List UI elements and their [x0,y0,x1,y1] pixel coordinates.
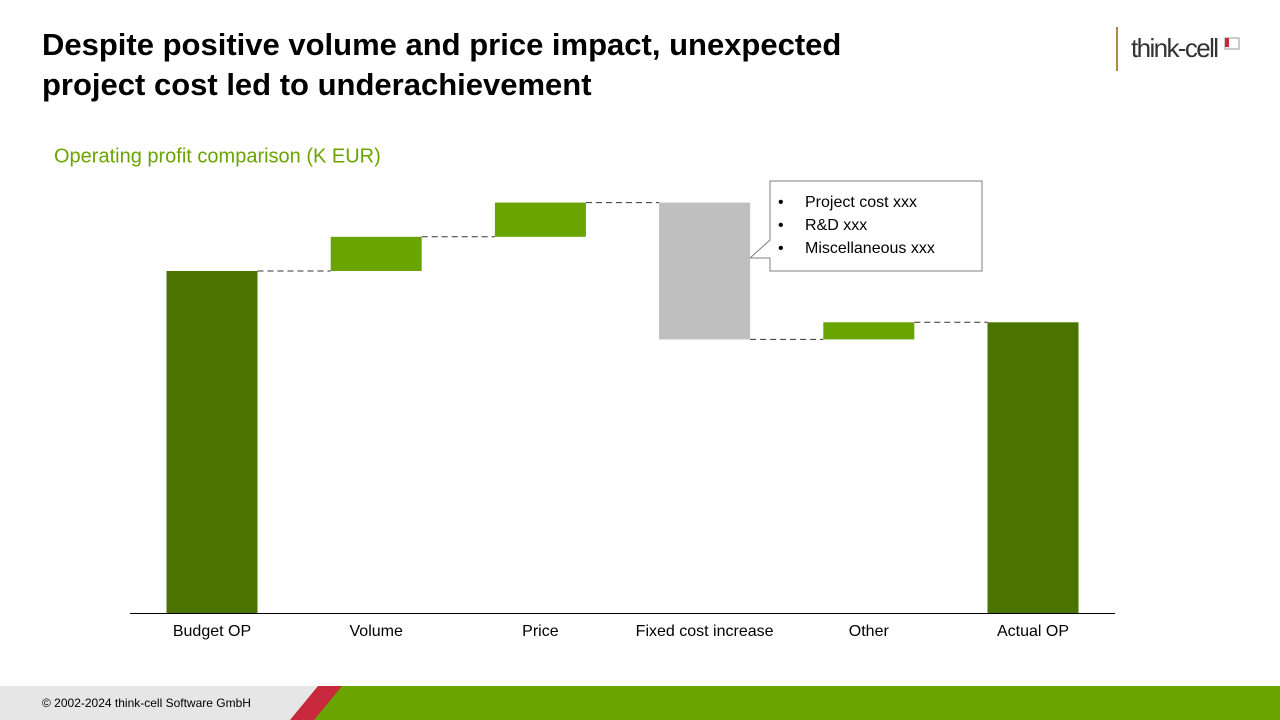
title-line: project cost led to underachievement [42,67,592,102]
x-tick-label: Fixed cost increase [636,623,774,640]
x-tick-label: Budget OP [173,623,251,640]
callout-item: R&D xxx [805,217,867,234]
footer-red [290,686,342,720]
x-tick-label: Volume [350,623,403,640]
x-tick-label: Other [849,623,890,640]
callout-item: Project cost xxx [805,194,917,211]
title-line: Despite positive volume and price impact… [42,27,841,62]
bar [166,271,258,613]
bar [987,322,1079,613]
bullet: • [778,240,784,257]
x-tick-label: Price [522,623,559,640]
bullet: • [778,217,784,234]
callout-item: Miscellaneous xxx [805,240,935,257]
subtitle: Operating profit comparison (K EUR) [54,145,381,167]
logo-text: think-cell [1131,33,1219,63]
bullet: • [778,194,784,211]
bar [659,202,751,340]
bar [494,202,586,237]
x-tick-label: Actual OP [997,623,1069,640]
footer-grey [0,686,320,720]
footer-text: © 2002-2024 think-cell Software GmbH [42,696,251,710]
footer-green [292,686,1280,720]
logo-icon-accent [1225,38,1229,47]
bar [330,236,422,271]
callout-box [748,180,983,272]
bar [823,322,915,340]
